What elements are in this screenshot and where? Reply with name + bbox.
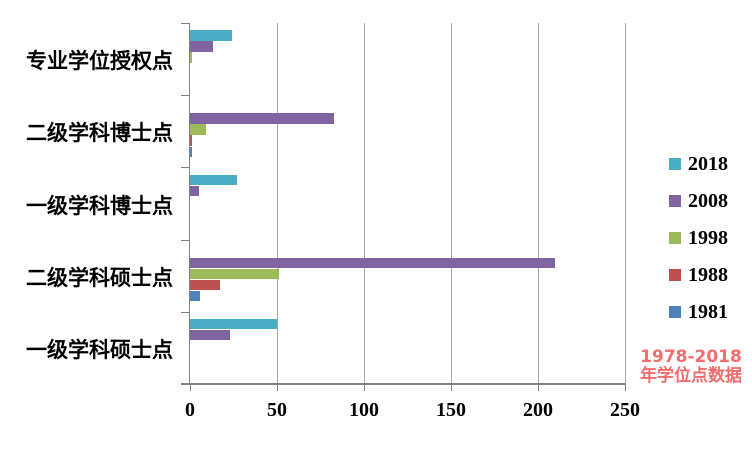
category-label: 二级学科博士点 — [26, 121, 173, 146]
x-axis-tick — [190, 384, 191, 391]
y-axis-tick — [181, 23, 189, 24]
gridline-150 — [451, 23, 452, 384]
legend-item-2008: 2008 — [669, 182, 728, 219]
x-axis-tick-label: 150 — [436, 399, 466, 421]
x-axis-tick-label: 0 — [185, 399, 195, 421]
bar-2008-一级学科博士点 — [190, 185, 199, 197]
legend-swatch-1998 — [669, 231, 681, 244]
gridline-200 — [538, 23, 539, 384]
bar-2018-一级学科博士点 — [190, 174, 237, 185]
bar-1981-二级学科博士点 — [190, 146, 192, 157]
x-axis-tick-label: 200 — [523, 399, 553, 421]
legend-label: 2018 — [688, 152, 728, 175]
legend-swatch-1988 — [669, 268, 681, 281]
x-axis-tick-label: 100 — [349, 399, 379, 421]
y-axis-tick — [181, 311, 189, 313]
x-axis-tick — [364, 384, 365, 391]
legend-swatch-2018 — [669, 157, 681, 170]
x-axis-tick-label: 250 — [610, 399, 640, 421]
gridline-250 — [625, 23, 626, 384]
annotation: 1978-2018 年学位点数据 — [630, 348, 752, 386]
bar-1998-二级学科博士点 — [190, 124, 206, 135]
y-axis-tick — [181, 239, 189, 241]
annotation-line1: 1978-2018 — [640, 347, 742, 367]
legend-item-1988: 1988 — [669, 256, 728, 293]
bar-1988-二级学科博士点 — [190, 135, 192, 146]
bar-1988-二级学科硕士点 — [190, 279, 220, 291]
y-axis-tick — [181, 95, 189, 97]
legend-item-1998: 1998 — [669, 219, 728, 256]
x-axis-tick-label: 50 — [267, 399, 287, 421]
x-axis-tick — [538, 384, 539, 391]
category-label: 专业学位授权点 — [26, 49, 173, 74]
bar-2008-二级学科硕士点 — [190, 257, 556, 269]
bar-1998-二级学科硕士点 — [190, 268, 279, 280]
x-axis-tick — [451, 384, 452, 391]
gridline-100 — [364, 23, 365, 384]
bar-2008-二级学科博士点 — [190, 113, 335, 124]
category-label: 二级学科硕士点 — [26, 265, 173, 290]
legend-label: 1998 — [688, 226, 728, 249]
bar-2008-专业学位授权点 — [190, 41, 213, 52]
legend: 2018 2008 1998 1988 1981 — [669, 145, 728, 330]
x-axis-line — [181, 383, 625, 385]
legend-label: 1981 — [688, 300, 728, 323]
category-label: 一级学科硕士点 — [26, 337, 173, 362]
legend-label: 2008 — [688, 189, 728, 212]
legend-label: 1988 — [688, 263, 728, 286]
bar-1981-二级学科硕士点 — [190, 290, 201, 302]
annotation-line2: 年学位点数据 — [640, 366, 742, 386]
bar-2018-一级学科硕士点 — [190, 318, 277, 330]
x-axis-tick — [625, 384, 626, 391]
y-axis-line — [189, 23, 190, 384]
legend-swatch-2008 — [669, 194, 681, 207]
legend-item-2018: 2018 — [669, 145, 728, 182]
bar-1998-专业学位授权点 — [190, 52, 192, 63]
legend-swatch-1981 — [669, 305, 681, 318]
gridline-50 — [277, 23, 278, 384]
bar-2018-专业学位授权点 — [190, 30, 232, 41]
legend-item-1981: 1981 — [669, 293, 728, 330]
x-axis-tick — [277, 384, 278, 391]
bar-2008-一级学科硕士点 — [190, 329, 231, 341]
category-label: 一级学科博士点 — [26, 193, 173, 218]
y-axis-tick — [181, 167, 189, 169]
